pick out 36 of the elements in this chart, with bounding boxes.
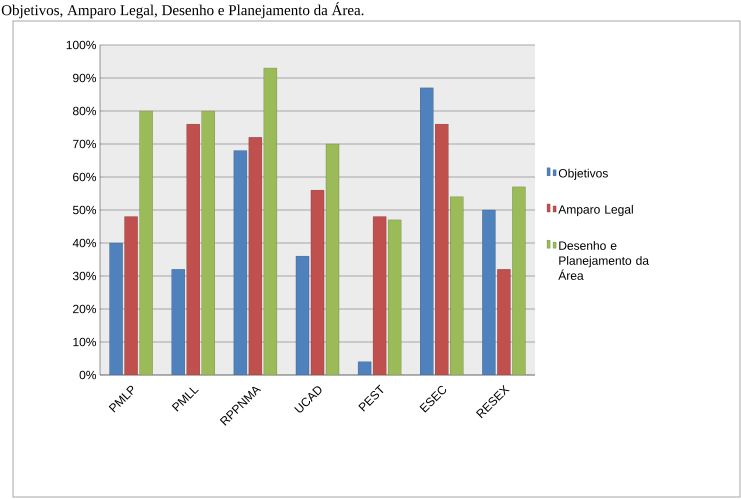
bar: [296, 256, 310, 375]
y-tick-label: 40%: [72, 238, 96, 248]
bar: [512, 186, 526, 375]
bar: [172, 269, 185, 375]
bar: [248, 137, 262, 375]
y-tick-label: 100%: [66, 40, 96, 50]
bar: [388, 220, 402, 375]
bar: [139, 110, 153, 375]
y-tick-label: 70%: [73, 140, 96, 148]
bar: [234, 150, 248, 375]
y-tick-label: 80%: [72, 106, 96, 116]
bar: [497, 269, 511, 375]
y-tick-label: 0%: [80, 370, 96, 380]
chart-title: Objetivos, Amparo Legal, Desenho e Planejamento da Área.: [2, 2, 364, 18]
legend-label: Objetivos: [558, 168, 608, 180]
bar: [482, 210, 496, 375]
bar: [124, 216, 138, 375]
bar: [109, 242, 123, 375]
bar: [372, 216, 386, 375]
bar: [435, 124, 448, 375]
bar: [186, 124, 200, 375]
bar: [326, 144, 340, 375]
legend-label: Amparo Legal: [558, 204, 633, 216]
bar: [202, 110, 215, 375]
y-tick-label: 10%: [73, 338, 96, 346]
legend-label: Desenho e Planejamento da Área: [558, 241, 649, 280]
bar: [310, 190, 324, 375]
y-tick-label: 30%: [72, 272, 96, 280]
bar: [264, 68, 278, 375]
bar: [358, 362, 372, 375]
y-tick-label: 60%: [73, 172, 96, 182]
bar: [420, 88, 434, 375]
y-tick-label: 20%: [73, 304, 96, 314]
y-tick-label: 90%: [73, 74, 96, 82]
bar: [450, 196, 464, 375]
y-tick-label: 50%: [72, 206, 96, 214]
